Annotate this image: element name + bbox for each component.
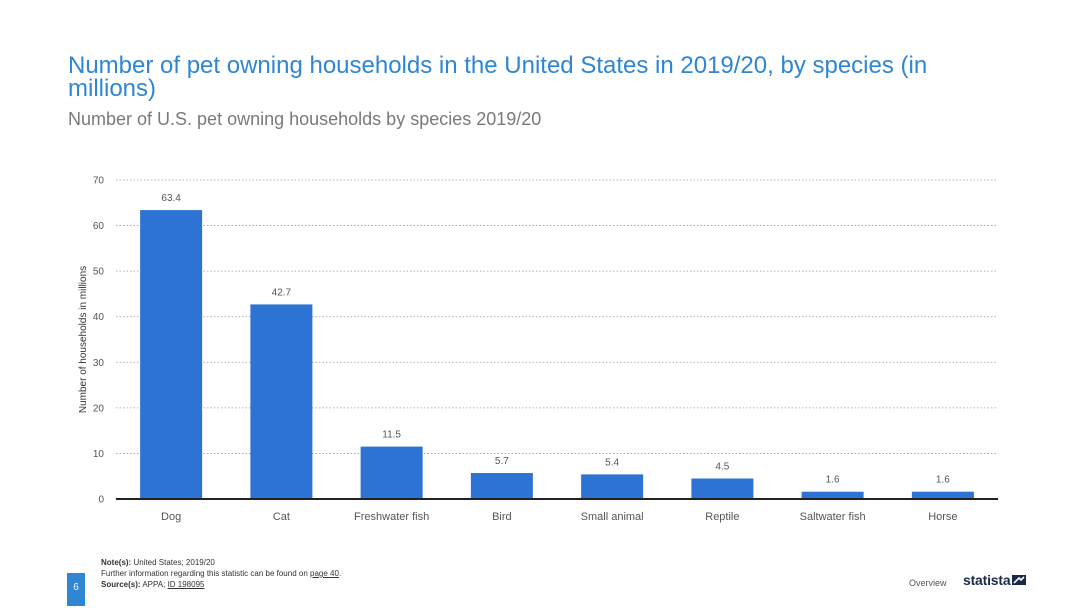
x-category-label: Freshwater fish bbox=[354, 511, 429, 523]
y-axis-title: Number of households in millions bbox=[78, 266, 89, 413]
statista-logo: statista bbox=[963, 572, 1027, 588]
y-tick-label: 0 bbox=[98, 495, 104, 506]
x-category-label: Horse bbox=[928, 511, 957, 523]
data-label: 63.4 bbox=[161, 193, 181, 204]
source-label: Source(s): bbox=[101, 580, 141, 589]
further-info-end: . bbox=[338, 569, 342, 578]
y-tick-label: 60 bbox=[93, 221, 105, 232]
further-info-link[interactable]: page 40 bbox=[310, 569, 339, 578]
further-info-text: Further information regarding this stati… bbox=[101, 569, 308, 578]
source-id-link[interactable]: ID 198095 bbox=[167, 580, 205, 589]
data-label: 5.4 bbox=[605, 457, 619, 468]
bar bbox=[470, 473, 533, 499]
y-tick-label: 50 bbox=[93, 267, 105, 278]
data-label: 1.6 bbox=[826, 475, 840, 486]
chart-title: Number of pet owning households in the U… bbox=[68, 52, 928, 102]
y-tick-label: 70 bbox=[93, 176, 105, 187]
data-label: 11.5 bbox=[382, 430, 401, 441]
x-category-label: Bird bbox=[492, 511, 512, 523]
bar bbox=[140, 210, 203, 499]
bar bbox=[250, 304, 313, 499]
x-category-label: Reptile bbox=[705, 511, 739, 523]
data-label: 4.5 bbox=[715, 461, 729, 472]
y-tick-label: 30 bbox=[93, 358, 105, 369]
grid-lines bbox=[116, 179, 998, 454]
x-category-label: Small animal bbox=[581, 511, 644, 523]
bar bbox=[911, 491, 974, 499]
data-label: 42.7 bbox=[272, 287, 292, 298]
x-category-label: Dog bbox=[161, 511, 181, 523]
y-tick-label: 40 bbox=[93, 312, 105, 323]
bar bbox=[360, 446, 423, 499]
x-category-label: Cat bbox=[273, 511, 290, 523]
data-label: 1.6 bbox=[936, 475, 950, 486]
bar-chart: 0 10 20 30 40 50 60 70 63.4 42.7 11.5 5.7 5.4 4.5 1.6… bbox=[78, 176, 998, 523]
note-label: Note(s): bbox=[101, 558, 132, 567]
section-label: Overview bbox=[909, 578, 947, 588]
footer-notes: Note(s): United States; 2019/20 Further … bbox=[101, 557, 341, 590]
chart-subtitle: Number of U.S. pet owning households by … bbox=[68, 109, 542, 129]
source-text: APPA; bbox=[142, 580, 166, 589]
y-axis-ticks: 0 10 20 30 40 50 60 70 bbox=[93, 176, 105, 506]
x-category-label: Saltwater fish bbox=[800, 511, 866, 523]
data-label: 5.7 bbox=[495, 456, 509, 467]
y-tick-label: 10 bbox=[93, 449, 105, 460]
page-number: 6 bbox=[67, 573, 85, 606]
bar bbox=[691, 478, 754, 499]
y-tick-label: 20 bbox=[93, 403, 105, 414]
data-labels: 63.4 42.7 11.5 5.7 5.4 4.5 1.6 1.6 bbox=[161, 193, 950, 486]
bar bbox=[801, 491, 864, 499]
bar bbox=[581, 474, 644, 499]
x-axis-categories: Dog Cat Freshwater fish Bird Small animal Rep… bbox=[161, 511, 958, 523]
note-text: United States; 2019/20 bbox=[133, 558, 215, 567]
bars bbox=[140, 210, 974, 499]
logo-mark-icon bbox=[1012, 575, 1027, 585]
logo-text: statista bbox=[963, 572, 1011, 588]
